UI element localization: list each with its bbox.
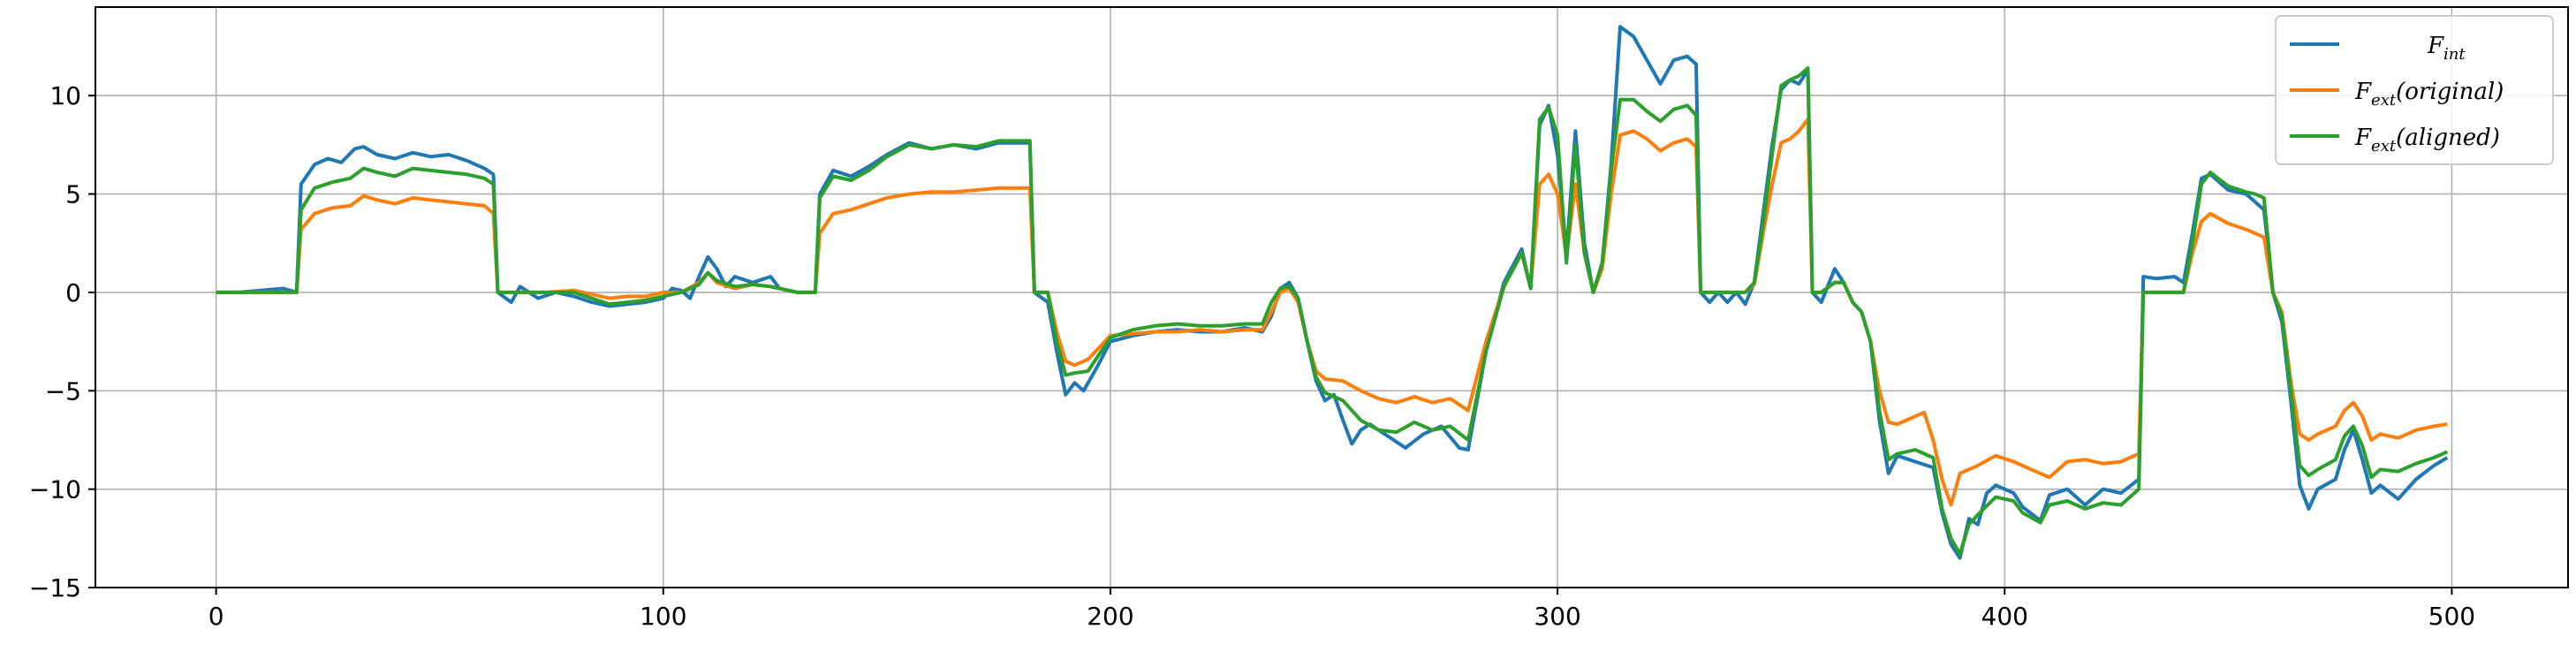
series-line-3 <box>216 66 2449 557</box>
x-tick-label: 0 <box>208 602 224 631</box>
series-layer <box>216 25 2449 560</box>
y-tick-label: 0 <box>65 278 81 307</box>
legend-label: Fext(original) <box>2354 79 2504 110</box>
plot-frame <box>95 6 2569 588</box>
y-axis: −15 −10 −5 0 5 10 <box>29 81 95 603</box>
y-tick-label: 5 <box>65 180 81 209</box>
legend-box <box>2275 15 2554 165</box>
legend: Fint Fext(original) Fext(aligned) <box>2275 15 2554 165</box>
x-tick-label: 200 <box>1087 602 1133 631</box>
y-tick-label: −5 <box>45 376 81 406</box>
y-tick-label: −15 <box>29 573 81 603</box>
y-tick-label: 10 <box>49 81 81 110</box>
y-tick-label: −10 <box>29 475 81 504</box>
x-axis: 0 100 200 300 400 500 <box>208 588 2475 631</box>
x-tick-label: 300 <box>1534 602 1580 631</box>
x-tick-label: 100 <box>640 602 686 631</box>
x-tick-label: 400 <box>1981 602 2028 631</box>
x-tick-label: 500 <box>2428 602 2475 631</box>
legend-label: Fext(aligned) <box>2354 125 2500 156</box>
legend-label: Fint <box>2427 33 2466 64</box>
